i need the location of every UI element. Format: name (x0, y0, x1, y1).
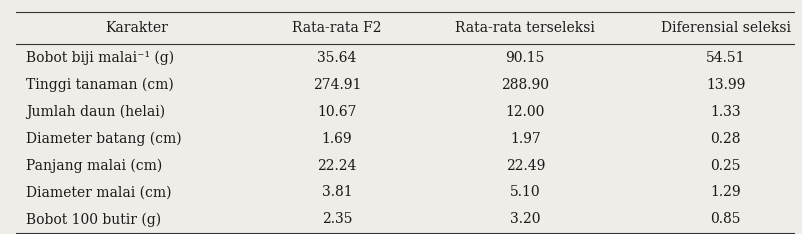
Text: 1.69: 1.69 (322, 132, 352, 146)
Text: 1.97: 1.97 (510, 132, 541, 146)
Text: 0.85: 0.85 (711, 212, 741, 226)
Text: 5.10: 5.10 (510, 186, 541, 199)
Text: 1.33: 1.33 (711, 105, 741, 119)
Text: 90.15: 90.15 (505, 51, 545, 65)
Text: Rata-rata terseleksi: Rata-rata terseleksi (456, 21, 595, 35)
Text: 12.00: 12.00 (505, 105, 545, 119)
Text: 3.81: 3.81 (322, 186, 352, 199)
Text: 0.25: 0.25 (711, 159, 741, 172)
Text: 274.91: 274.91 (313, 78, 361, 92)
Text: 10.67: 10.67 (317, 105, 357, 119)
Text: 3.20: 3.20 (510, 212, 541, 226)
Text: Jumlah daun (helai): Jumlah daun (helai) (26, 105, 164, 119)
Text: Rata-rata F2: Rata-rata F2 (292, 21, 382, 35)
Text: Diameter malai (cm): Diameter malai (cm) (26, 186, 171, 199)
Text: Diameter batang (cm): Diameter batang (cm) (26, 132, 181, 146)
Text: 0.28: 0.28 (711, 132, 741, 146)
Text: Bobot biji malai⁻¹ (g): Bobot biji malai⁻¹ (g) (26, 51, 174, 65)
Text: 22.24: 22.24 (317, 159, 357, 172)
Text: 1.29: 1.29 (711, 186, 741, 199)
Text: Panjang malai (cm): Panjang malai (cm) (26, 158, 162, 173)
Text: 54.51: 54.51 (706, 51, 746, 65)
Text: Diferensial seleksi: Diferensial seleksi (661, 21, 791, 35)
Text: 13.99: 13.99 (706, 78, 746, 92)
Text: Karakter: Karakter (105, 21, 168, 35)
Text: 22.49: 22.49 (505, 159, 545, 172)
Text: Bobot 100 butir (g): Bobot 100 butir (g) (26, 212, 160, 227)
Text: Tinggi tanaman (cm): Tinggi tanaman (cm) (26, 78, 173, 92)
Text: 288.90: 288.90 (501, 78, 549, 92)
Text: 35.64: 35.64 (317, 51, 357, 65)
Text: 2.35: 2.35 (322, 212, 352, 226)
